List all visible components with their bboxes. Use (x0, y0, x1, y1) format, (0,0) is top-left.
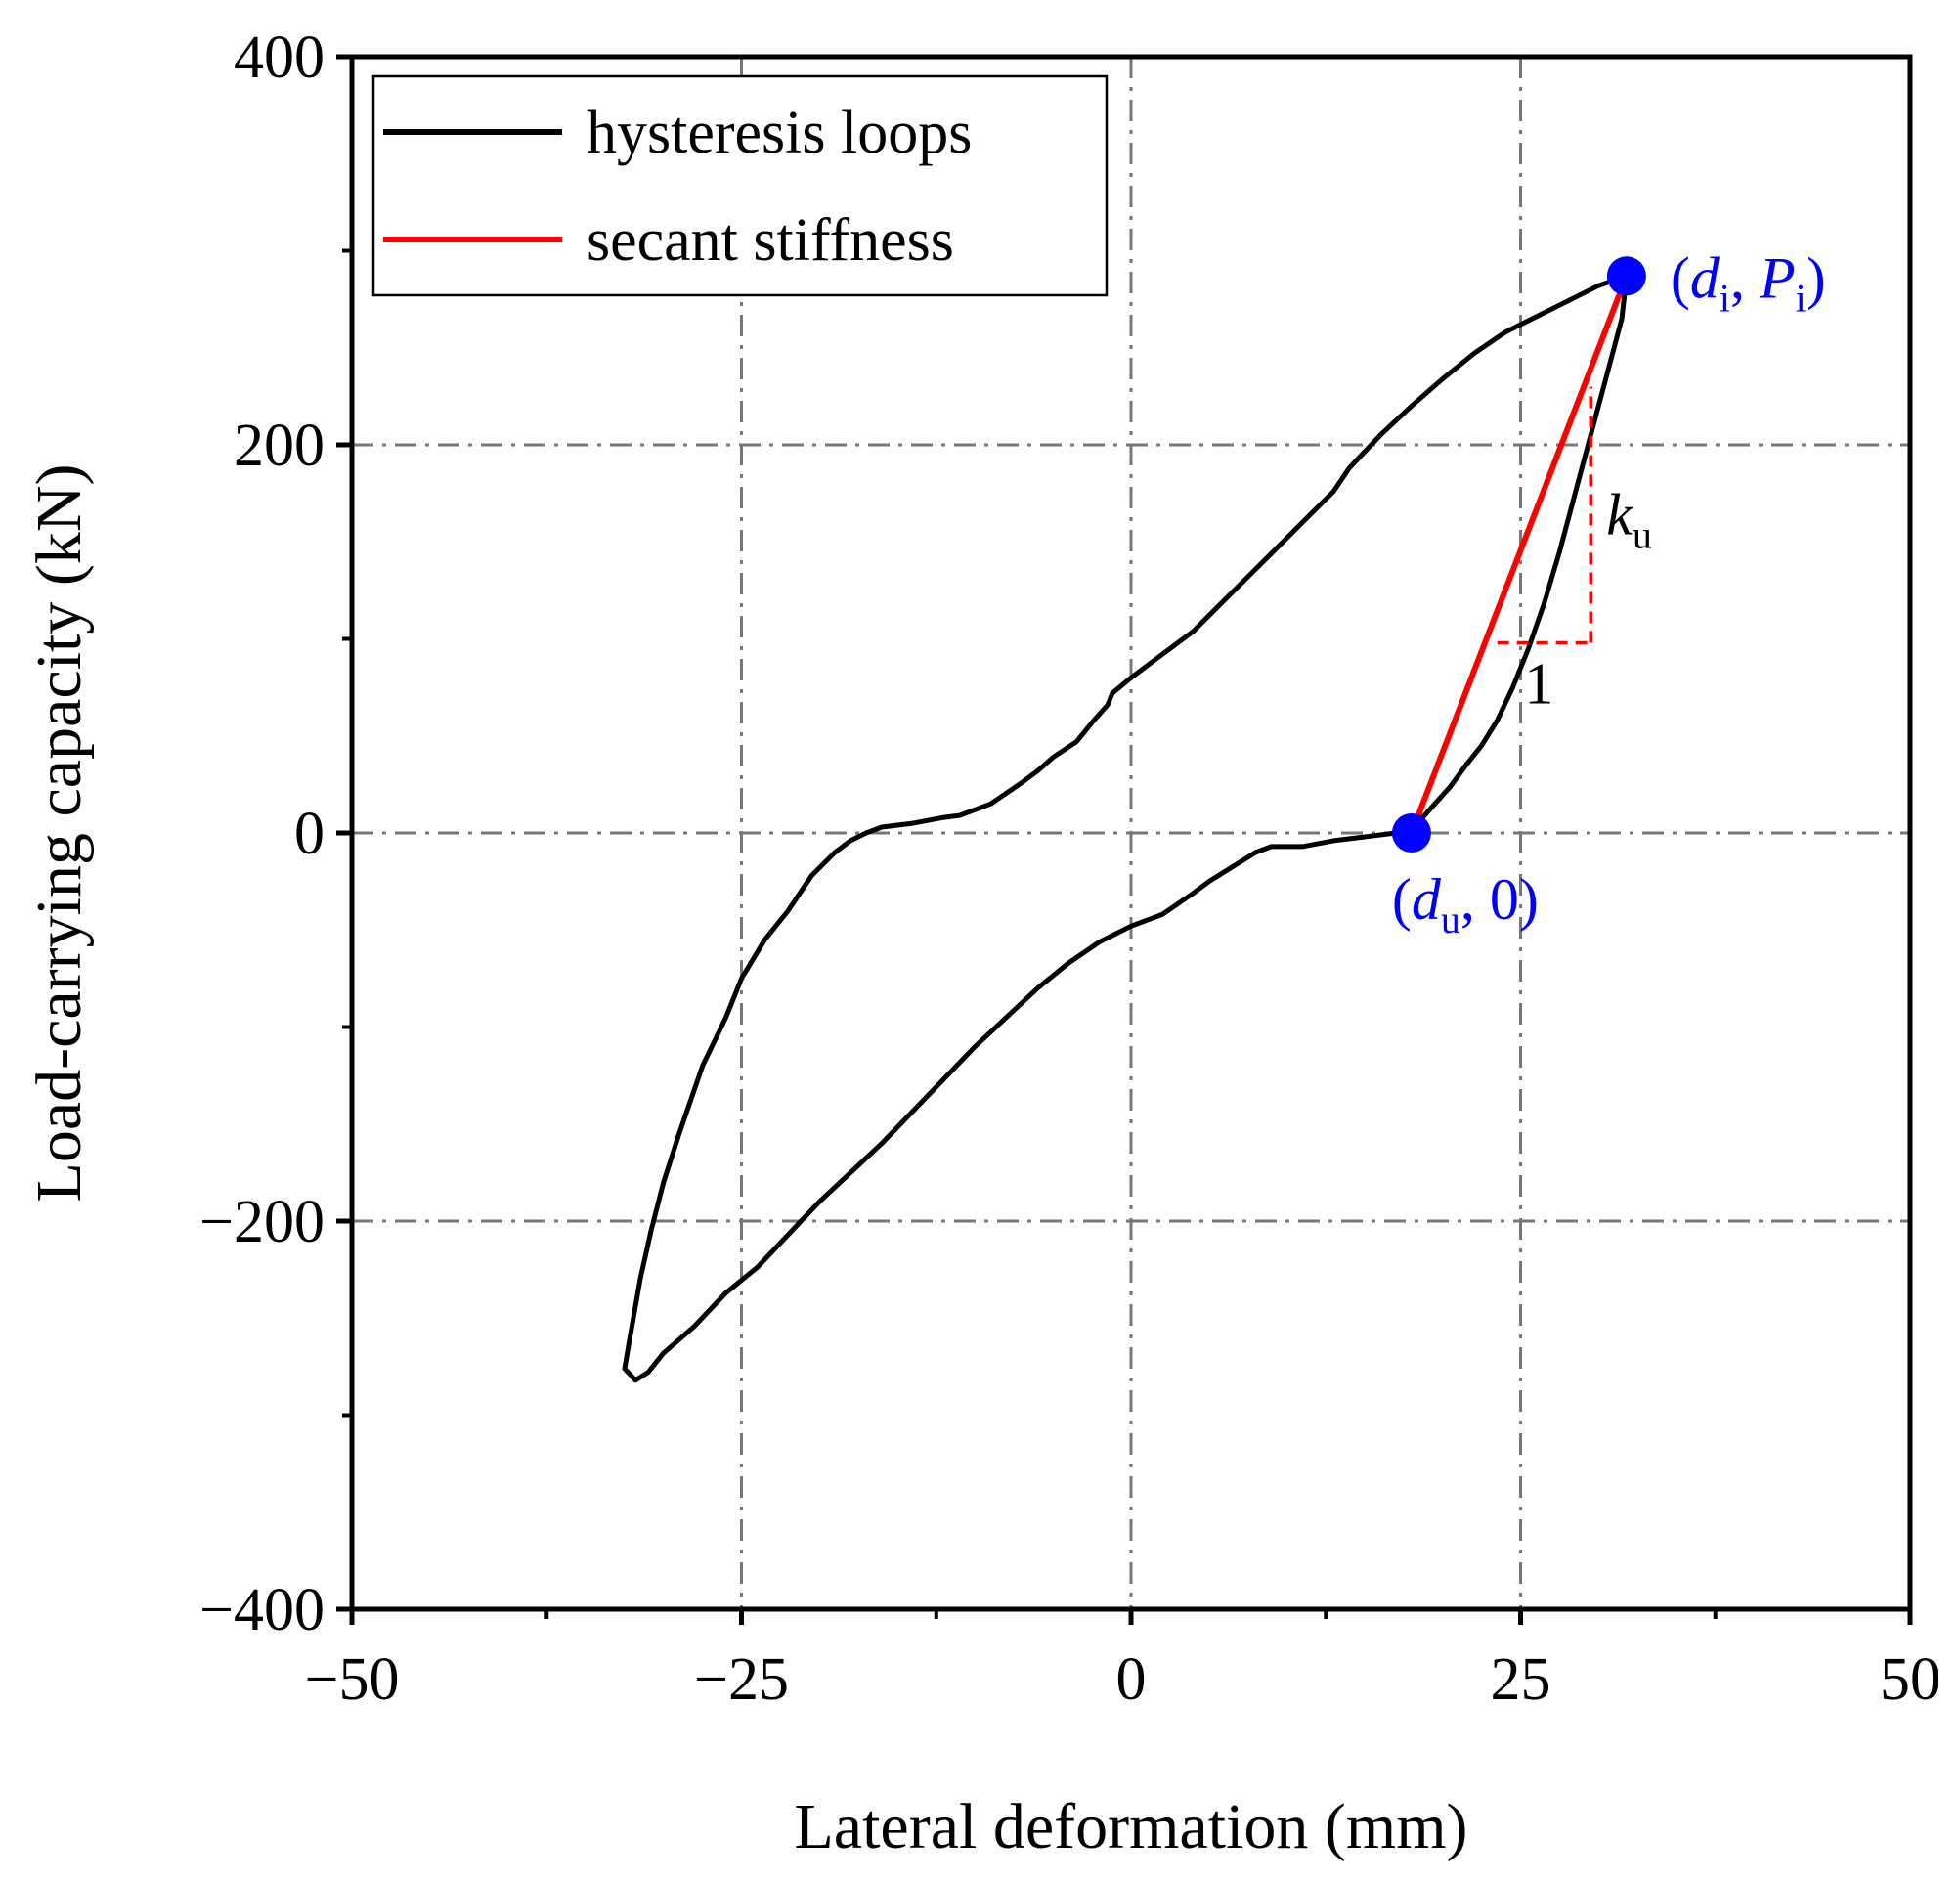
legend-label-secant: secant stiffness (587, 207, 954, 274)
point-du-0-marker (1391, 813, 1431, 853)
plot-frame (349, 54, 1913, 1612)
y-tick-label: −400 (199, 1577, 325, 1643)
x-axis-title: Lateral deformation (mm) (794, 1791, 1467, 1862)
axis-ticks (336, 54, 1913, 1625)
point-di-Pi-marker (1606, 256, 1646, 296)
y-tick-label: 400 (234, 24, 325, 91)
x-tick-label: 50 (1880, 1646, 1940, 1713)
y-axis-title: Load-carrying capacity (kN) (23, 464, 95, 1203)
x-tick-label: −25 (694, 1646, 789, 1713)
y-tick-label: −200 (199, 1189, 325, 1255)
legend: hysteresis loops secant stiffness (371, 74, 1109, 297)
legend-label-hysteresis: hysteresis loops (587, 100, 972, 166)
legend-box (371, 74, 1109, 297)
point-du-0-label: (du, 0) (1392, 867, 1539, 941)
secant-stiffness-line (1408, 273, 1630, 836)
y-tick-label: 200 (234, 413, 325, 479)
x-tick-label: −50 (305, 1646, 400, 1713)
grid (352, 57, 1910, 1609)
point-di-Pi-label: (di, Pi) (1671, 245, 1826, 320)
slope-run-label: 1 (1524, 651, 1553, 716)
x-tick-label: 25 (1491, 1646, 1551, 1713)
y-tick-label: 0 (294, 801, 325, 867)
slope-rise-label: ku (1606, 482, 1652, 556)
x-tick-label: 0 (1116, 1646, 1147, 1713)
tick-labels: −50 −25 0 25 50 −400 −200 0 200 400 (199, 24, 1940, 1713)
